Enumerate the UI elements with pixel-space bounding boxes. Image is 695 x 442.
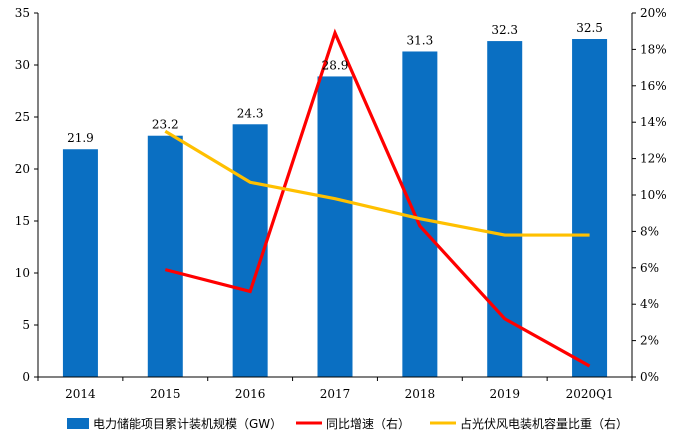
y-right-tick-label: 20% <box>640 6 667 20</box>
bar-2014 <box>62 149 98 377</box>
data-label-2016: 24.3 <box>237 106 264 120</box>
y-right-tick-label: 6% <box>640 261 659 275</box>
data-label-2020Q1: 32.5 <box>576 21 603 35</box>
bar-2020Q1 <box>572 39 608 377</box>
legend-label-growth: 同比增速（右） <box>326 416 410 431</box>
line-series-share <box>164 129 590 237</box>
data-label-2015: 23.2 <box>152 118 179 132</box>
y-right-tick-label: 12% <box>640 152 667 166</box>
y-left-tick-label: 10 <box>15 266 30 280</box>
legend: 电力储能项目累计装机规模（GW） 同比增速（右） 占光伏风电装机容量比重（右） <box>67 416 628 431</box>
legend-swatch-bar <box>67 418 89 429</box>
data-label-2018: 31.3 <box>406 33 433 47</box>
y-left-tick-label: 25 <box>15 110 30 124</box>
x-tick-label-2019: 2019 <box>489 387 520 401</box>
axes-layer: 0 5 10 15 20 25 30 35 0% 2% 4% 6% 8% 10% 12% 14% 16% 18% 2… <box>15 6 667 401</box>
legend-label-share: 占光伏风电装机容量比重（右） <box>460 416 628 431</box>
y-right-tick-label: 18% <box>640 42 667 56</box>
x-tick-label-2014: 2014 <box>65 387 96 401</box>
data-label-2017: 28.9 <box>322 58 349 72</box>
legend-label-bar: 电力储能项目累计装机规模（GW） <box>93 416 282 431</box>
bar-2017 <box>317 76 353 377</box>
x-tick-label-2020Q1: 2020Q1 <box>566 387 614 401</box>
bar-2016 <box>232 124 268 377</box>
y-left-tick-label: 35 <box>15 6 30 20</box>
bar-2019 <box>487 41 523 377</box>
y-left-tick-label: 0 <box>22 370 30 384</box>
y-right-tick-label: 16% <box>640 79 667 93</box>
labels-layer: 21.9 23.2 24.3 28.9 31.3 32.3 32.5 <box>67 21 603 145</box>
bar-2018 <box>402 51 438 377</box>
x-tick-label-2017: 2017 <box>320 387 351 401</box>
data-label-2019: 32.3 <box>491 23 518 37</box>
y-right-tick-label: 4% <box>640 297 659 311</box>
y-left-tick-label: 15 <box>15 214 30 228</box>
y-left-tick-label: 20 <box>15 162 30 176</box>
y-right-tick-label: 8% <box>640 224 659 238</box>
lines-layer <box>164 28 591 368</box>
x-tick-label-2015: 2015 <box>150 387 181 401</box>
bar-2015 <box>147 135 183 377</box>
bars-layer <box>62 39 608 377</box>
x-tick-label-2018: 2018 <box>405 387 436 401</box>
y-left-tick-label: 5 <box>22 318 30 332</box>
y-right-tick-label: 10% <box>640 188 667 202</box>
y-right-tick-label: 2% <box>640 334 659 348</box>
line-series-growth <box>164 28 591 368</box>
y-right-tick-label: 14% <box>640 115 667 129</box>
data-label-2014: 21.9 <box>67 131 94 145</box>
y-right-tick-label: 0% <box>640 370 659 384</box>
y-left-tick-label: 30 <box>15 58 30 72</box>
x-tick-label-2016: 2016 <box>235 387 266 401</box>
